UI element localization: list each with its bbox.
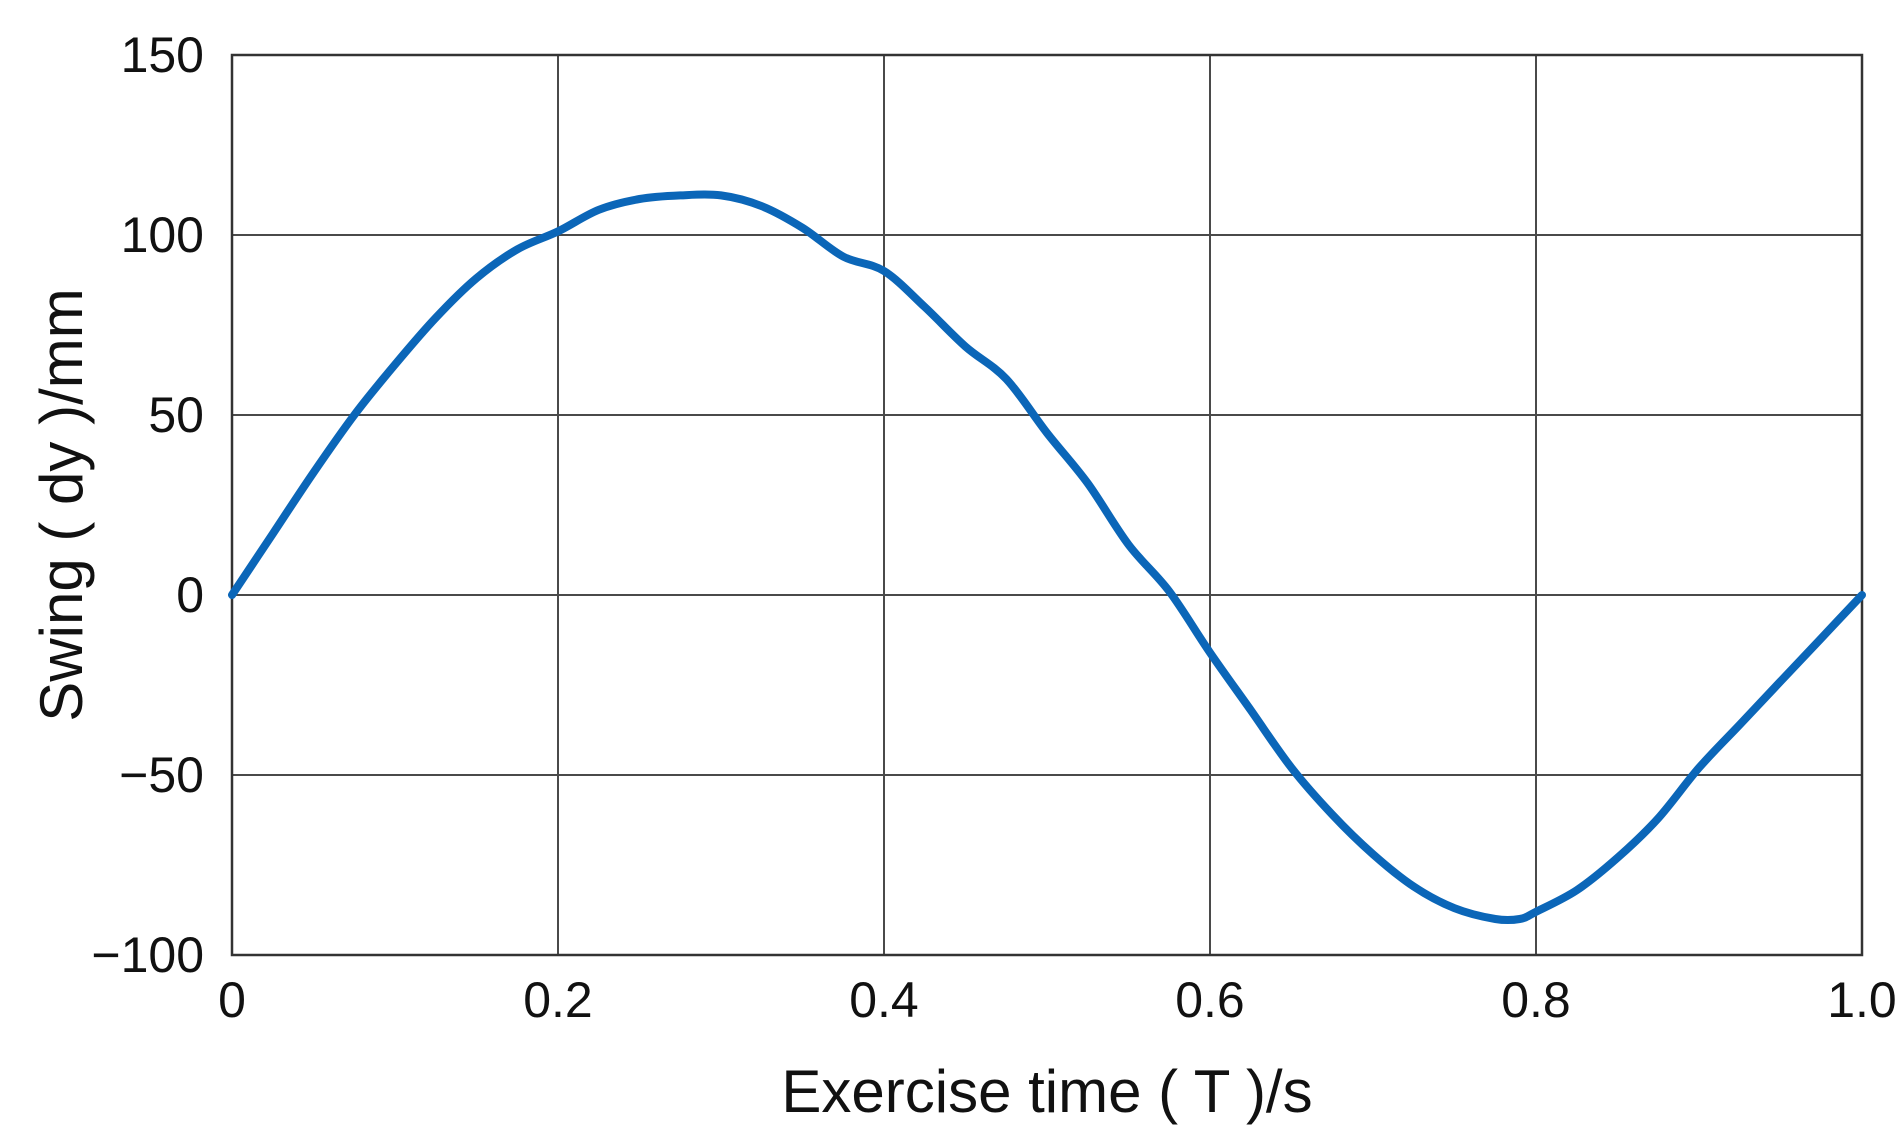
y-tick-label: −50 (119, 747, 204, 803)
y-axis-title: Swing ( dy )/mm (28, 288, 95, 721)
x-tick-label: 0.2 (523, 972, 593, 1028)
y-tick-label: 100 (121, 207, 204, 263)
series-layer (228, 190, 1866, 925)
plot-frame (230, 53, 1864, 957)
y-tick-label: −100 (91, 927, 204, 983)
x-tick-label: 1.0 (1827, 972, 1897, 1028)
y-tick-label: 50 (148, 387, 204, 443)
y-tick-label: 0 (176, 567, 204, 623)
x-axis-title: Exercise time ( T )/s (781, 1058, 1312, 1125)
y-tick-label: 150 (121, 27, 204, 83)
x-tick-label: 0.8 (1501, 972, 1571, 1028)
x-tick-labels: 0 0.2 0.4 0.6 0.8 1.0 (218, 972, 1897, 1028)
series-line (228, 190, 1866, 925)
x-tick-label: 0.6 (1175, 972, 1245, 1028)
y-tick-labels: −100 −50 0 50 100 150 (91, 27, 204, 983)
x-tick-label: 0 (218, 972, 246, 1028)
grid-lines (232, 55, 1862, 955)
x-tick-label: 0.4 (849, 972, 919, 1028)
